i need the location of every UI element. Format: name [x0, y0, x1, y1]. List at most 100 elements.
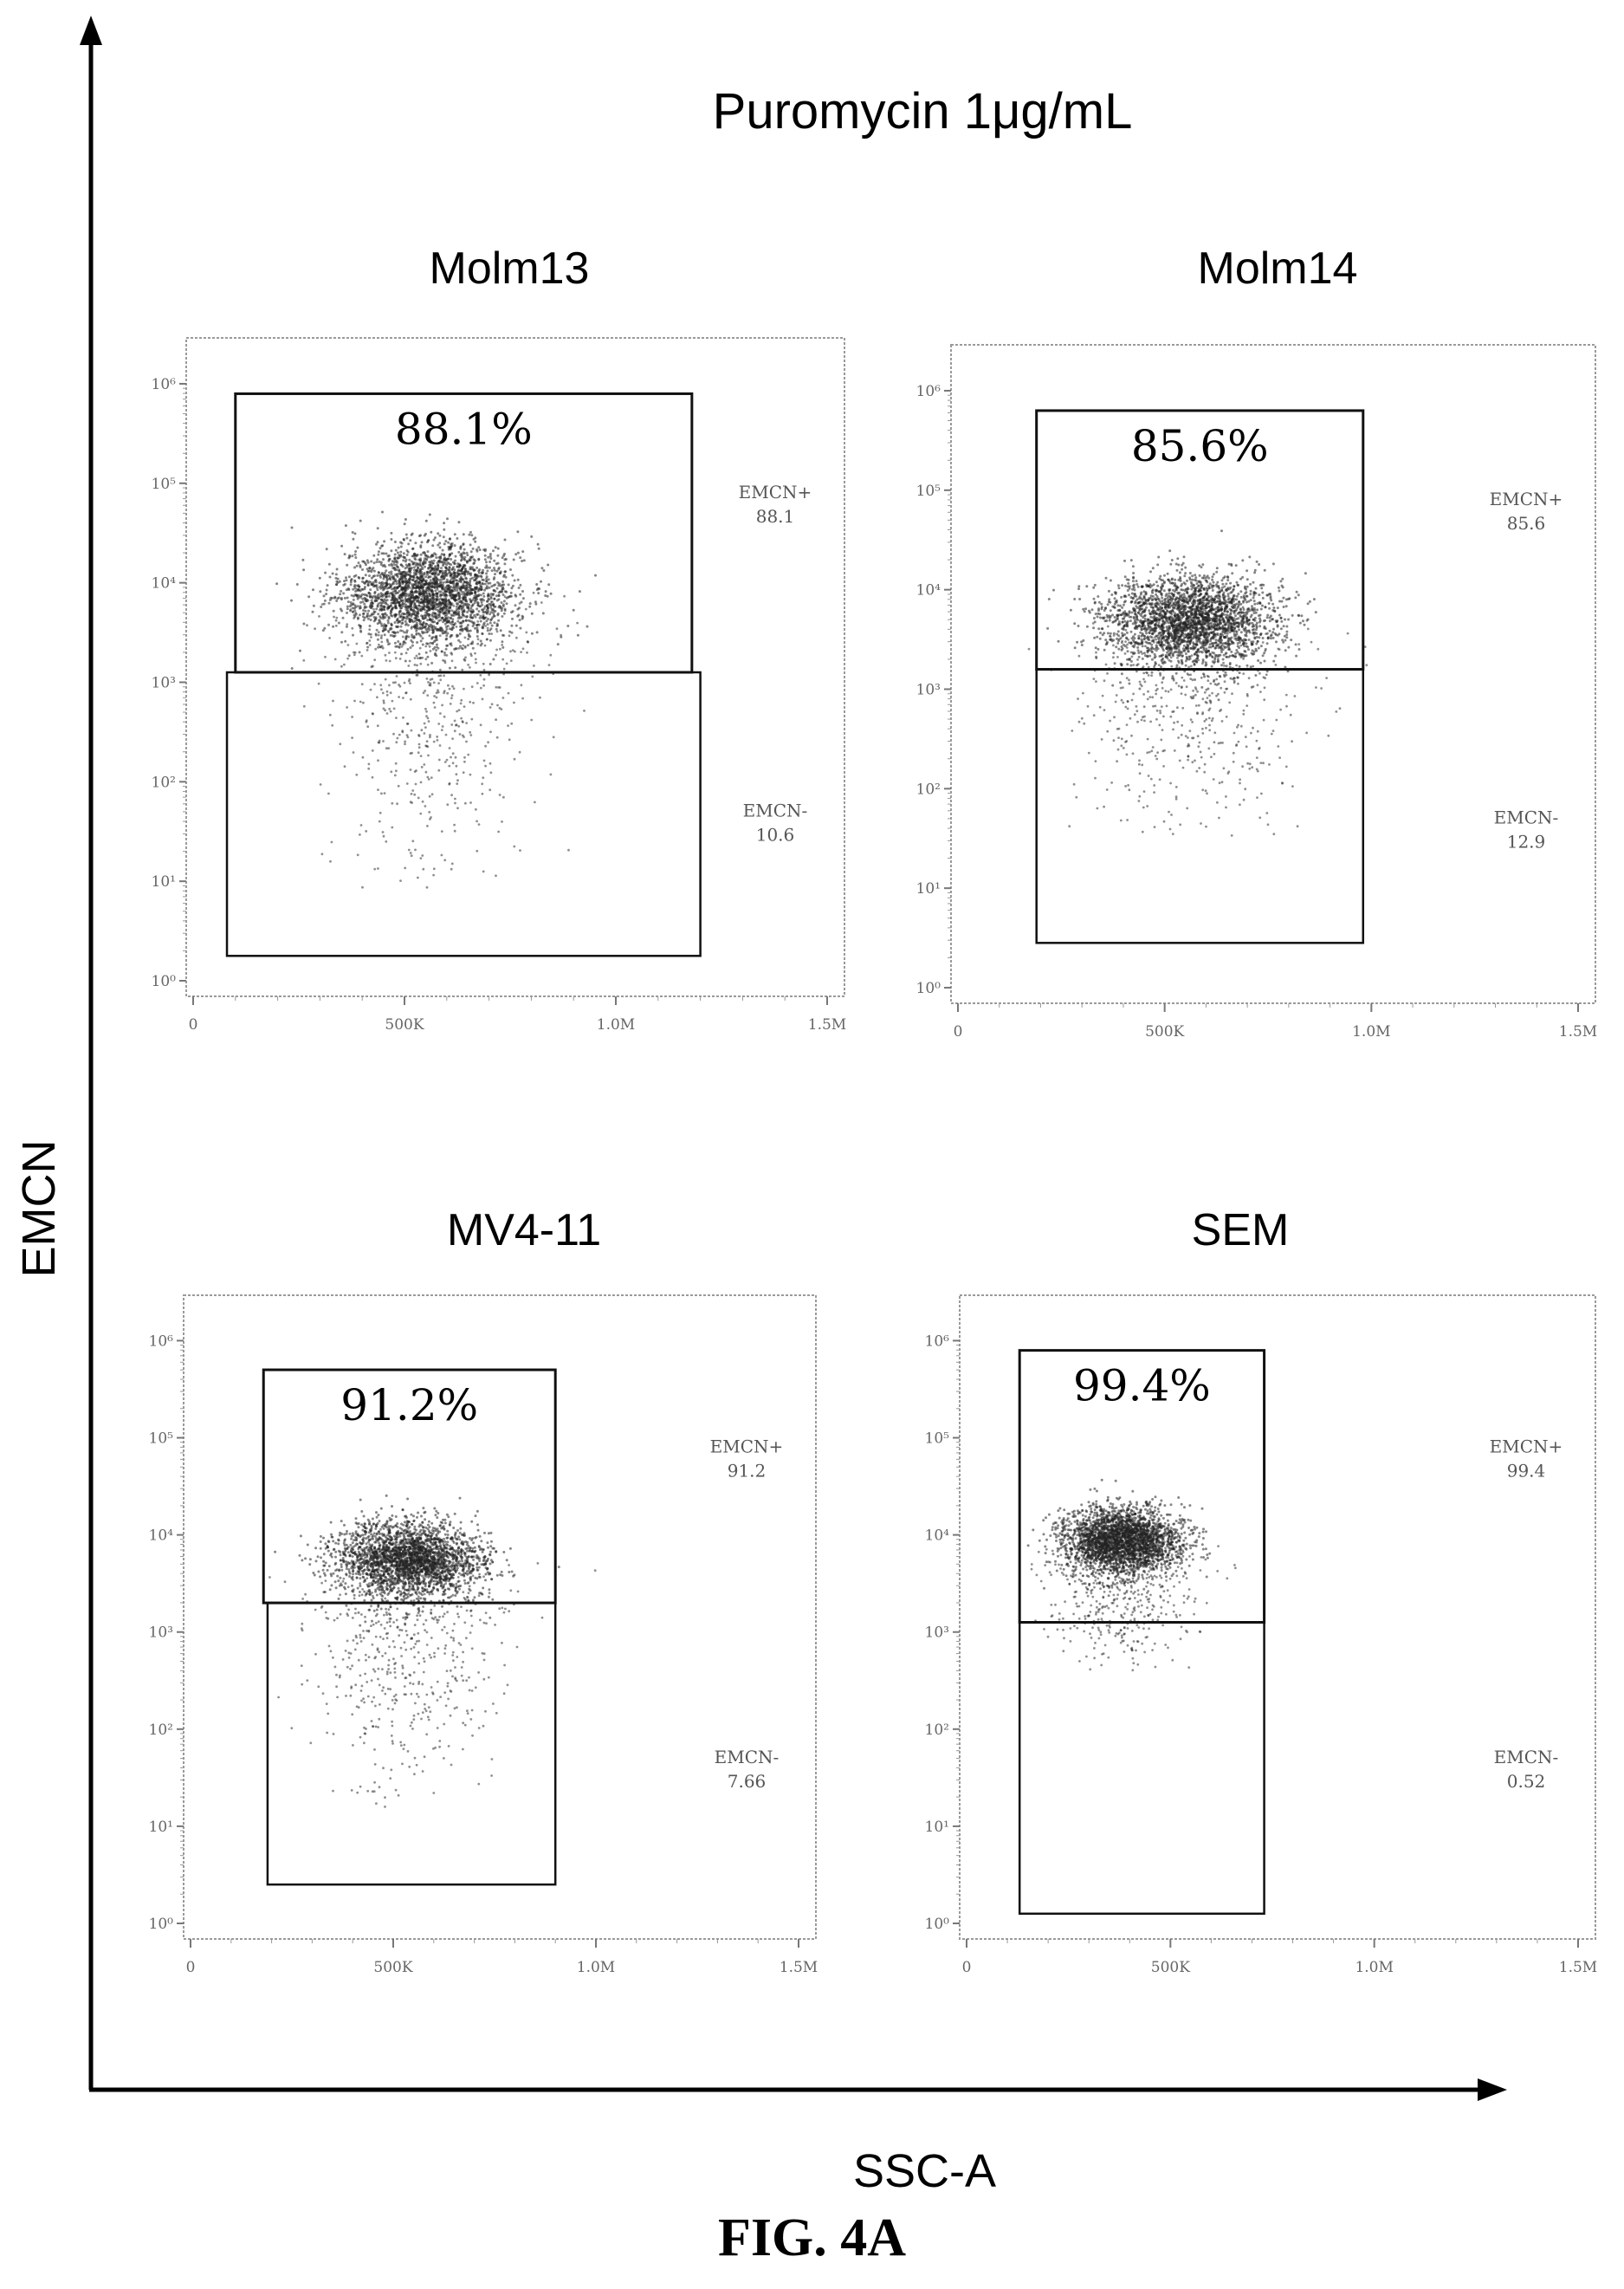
event-point [436, 622, 438, 626]
event-point [339, 593, 342, 596]
event-point [445, 758, 449, 762]
event-point [465, 629, 469, 632]
event-point [412, 606, 416, 609]
event-point [386, 619, 390, 622]
event-point [560, 635, 563, 639]
event-point [422, 691, 425, 695]
event-point [467, 605, 469, 608]
event-point [476, 566, 479, 569]
event-point [488, 663, 492, 665]
event-point [479, 639, 482, 643]
event-point [371, 583, 374, 587]
event-point [432, 615, 436, 619]
event-point [416, 579, 418, 582]
event-point [1272, 659, 1276, 663]
event-point [405, 723, 409, 725]
event-point [451, 614, 454, 617]
event-point [476, 620, 480, 623]
event-point [1116, 584, 1120, 587]
panel-title-sem: SEM [1191, 1205, 1290, 1255]
event-point [372, 580, 375, 584]
event-point [457, 550, 461, 554]
event-point [1251, 628, 1254, 632]
event-point [407, 593, 411, 596]
event-point [409, 682, 411, 684]
event-point [482, 568, 484, 572]
event-point [461, 572, 464, 575]
event-point [404, 691, 408, 694]
event-point [521, 616, 525, 619]
event-point [424, 565, 426, 568]
event-point [495, 587, 499, 590]
event-point [415, 674, 418, 677]
event-point [450, 593, 454, 596]
event-point [408, 558, 411, 561]
event-point [432, 559, 436, 562]
event-point [469, 572, 472, 575]
event-point [365, 606, 368, 609]
event-point [424, 554, 428, 558]
event-point [488, 632, 491, 635]
event-point [453, 533, 456, 536]
event-point [1192, 616, 1195, 619]
event-point [489, 606, 493, 609]
event-point [429, 650, 432, 652]
event-point [404, 603, 408, 606]
event-point [353, 651, 357, 654]
event-point [463, 636, 467, 639]
event-point [1312, 598, 1316, 601]
event-point [1208, 582, 1212, 586]
event-point [379, 615, 382, 619]
event-point [483, 582, 487, 586]
event-point [1177, 563, 1181, 567]
event-point [469, 635, 472, 639]
event-point [1157, 639, 1161, 642]
event-point [516, 607, 520, 611]
event-point [290, 599, 293, 602]
event-point [469, 543, 472, 547]
event-point [1128, 593, 1130, 597]
event-point [328, 575, 332, 579]
event-point [1266, 637, 1270, 640]
event-point [509, 650, 512, 653]
event-point [361, 755, 365, 759]
event-point [402, 559, 405, 562]
event-point [1287, 618, 1291, 621]
event-point [413, 596, 417, 600]
event-point [437, 585, 441, 588]
event-point [443, 674, 445, 678]
event-point [488, 566, 491, 569]
event-point [1097, 595, 1100, 598]
event-point [349, 609, 352, 613]
event-point [495, 874, 497, 878]
event-point [1212, 623, 1215, 626]
event-point [426, 655, 430, 658]
event-point [424, 770, 428, 774]
event-point [334, 624, 338, 627]
event-point [526, 651, 528, 654]
event-point [495, 627, 498, 631]
event-point [519, 849, 521, 852]
event-point [398, 733, 401, 736]
event-point [1131, 565, 1135, 568]
event-point [502, 612, 506, 615]
event-point [469, 666, 471, 669]
figure-label: FIG. 4A [718, 2208, 906, 2267]
event-point [389, 710, 392, 713]
event-point [1136, 645, 1140, 649]
event-point [488, 554, 492, 558]
event-point [1117, 587, 1121, 590]
event-point [512, 558, 515, 561]
event-point [463, 567, 467, 570]
event-point [458, 632, 462, 635]
event-point [449, 606, 451, 609]
event-point [382, 834, 385, 838]
event-point [426, 627, 430, 631]
event-point [426, 694, 430, 697]
event-point [480, 588, 483, 592]
event-point [1276, 624, 1279, 627]
event-point [1092, 586, 1096, 589]
event-point [311, 610, 314, 613]
event-point [1165, 593, 1168, 596]
event-point [1271, 602, 1275, 606]
